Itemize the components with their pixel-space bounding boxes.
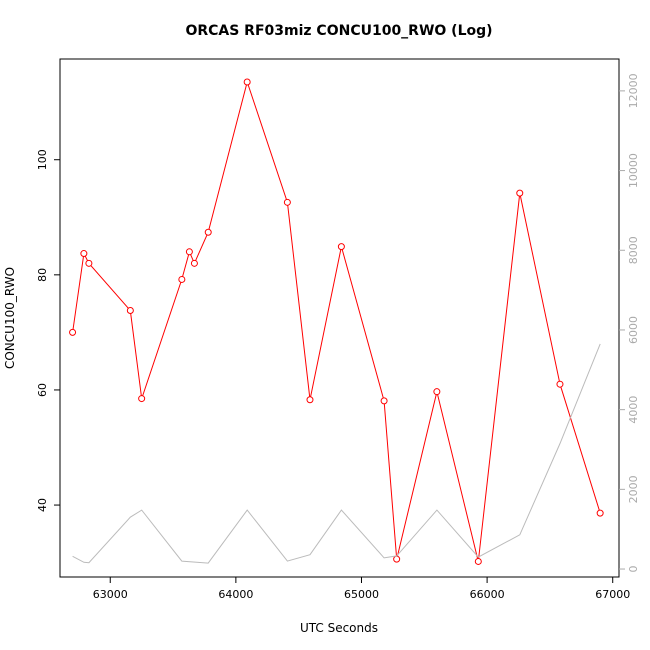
y2-tick-label: 0 bbox=[627, 566, 640, 573]
series-1-point bbox=[393, 555, 401, 563]
series-1-point bbox=[190, 259, 198, 267]
y-tick-label: 100 bbox=[36, 149, 49, 170]
x-tick-label: 64000 bbox=[218, 588, 253, 601]
plot-frame bbox=[59, 58, 620, 578]
x-tick-label: 66000 bbox=[470, 588, 505, 601]
y-tick-label: 40 bbox=[36, 498, 49, 512]
series-1-point bbox=[433, 388, 441, 396]
x-tick-label: 65000 bbox=[344, 588, 379, 601]
series-1-point bbox=[126, 307, 134, 315]
series-1-point bbox=[516, 189, 524, 197]
series-1-point bbox=[556, 380, 564, 388]
y2-tick-label: 10000 bbox=[627, 153, 640, 188]
series-2-line bbox=[72, 343, 601, 564]
y-axis-right: 0 2000 4000 6000 8000 10000 12000 bbox=[619, 73, 640, 573]
series-1-point bbox=[380, 397, 388, 405]
y2-tick-label: 2000 bbox=[627, 475, 640, 503]
series-1-point bbox=[85, 259, 93, 267]
series-1-point bbox=[185, 248, 193, 256]
series-1-point bbox=[138, 395, 146, 403]
series-1-point bbox=[243, 78, 251, 86]
x-axis-label: UTC Seconds bbox=[300, 621, 378, 635]
series-1-point bbox=[204, 228, 212, 236]
series-1-point bbox=[69, 328, 77, 336]
y-axis-left: 40 60 80 100 bbox=[36, 149, 60, 512]
series-1-point bbox=[306, 396, 314, 404]
y-tick-label: 60 bbox=[36, 383, 49, 397]
y-axis-label: CONCU100_RWO bbox=[3, 267, 17, 369]
x-tick-label: 67000 bbox=[595, 588, 630, 601]
series-1-point bbox=[596, 509, 604, 517]
series-1-point bbox=[283, 198, 291, 206]
series-group bbox=[69, 78, 604, 565]
series-1-point bbox=[337, 243, 345, 251]
y2-tick-label: 6000 bbox=[627, 316, 640, 344]
series-1-point bbox=[474, 557, 482, 565]
series-1-line bbox=[72, 80, 601, 562]
y2-tick-label: 12000 bbox=[627, 73, 640, 108]
x-axis: 63000 64000 65000 66000 67000 bbox=[93, 577, 630, 601]
y-tick-label: 80 bbox=[36, 268, 49, 282]
x-tick-label: 63000 bbox=[93, 588, 128, 601]
chart-title: ORCAS RF03miz CONCU100_RWO (Log) bbox=[185, 23, 492, 39]
y2-tick-label: 4000 bbox=[627, 396, 640, 424]
series-1-point bbox=[178, 275, 186, 283]
y2-tick-label: 8000 bbox=[627, 236, 640, 264]
series-1-point bbox=[80, 250, 88, 258]
